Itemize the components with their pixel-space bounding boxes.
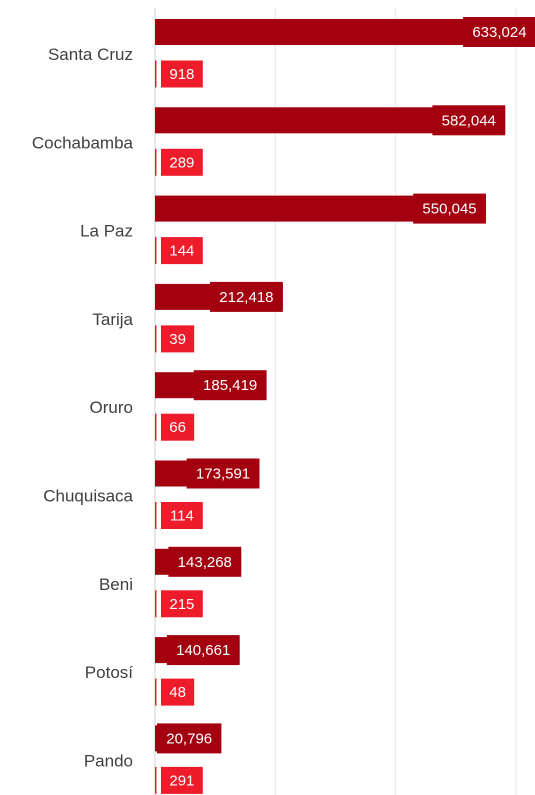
category-label-6: Beni — [99, 575, 133, 594]
value-label-secondary-7: 48 — [169, 684, 186, 701]
value-label-primary-0: 633,024 — [472, 24, 526, 41]
category-label-3: Tarija — [92, 310, 133, 329]
label-box-secondary-7 — [161, 678, 195, 706]
label-box-primary-8 — [157, 723, 222, 754]
bar-secondary-4 — [155, 413, 157, 441]
value-label-secondary-4: 66 — [169, 419, 186, 436]
bar-secondary-7 — [155, 678, 157, 706]
bar-secondary-0 — [155, 60, 157, 88]
category-label-5: Chuquisaca — [43, 487, 133, 506]
label-box-primary-6 — [168, 546, 242, 577]
label-box-secondary-1 — [161, 148, 203, 176]
category-label-2: La Paz — [80, 222, 133, 241]
label-box-secondary-4 — [161, 413, 195, 441]
value-label-primary-8: 20,796 — [166, 730, 212, 747]
label-box-primary-5 — [186, 458, 260, 489]
label-box-secondary-5 — [161, 502, 203, 529]
label-box-primary-3 — [210, 281, 283, 312]
value-label-secondary-1: 289 — [169, 154, 194, 171]
value-label-primary-1: 582,044 — [442, 112, 496, 129]
label-box-primary-0 — [463, 17, 535, 47]
bar-secondary-5 — [155, 502, 157, 529]
bars — [155, 17, 535, 794]
label-box-primary-1 — [432, 105, 506, 136]
label-box-primary-4 — [193, 370, 267, 401]
bar-secondary-3 — [155, 325, 157, 353]
label-box-primary-7 — [166, 635, 240, 666]
label-box-secondary-2 — [161, 237, 203, 265]
category-label-4: Oruro — [90, 398, 133, 417]
label-box-secondary-0 — [161, 60, 203, 88]
gridlines — [154, 8, 517, 795]
bar-secondary-8 — [155, 766, 157, 794]
value-label-primary-3: 212,418 — [219, 289, 273, 306]
category-label-7: Potosí — [85, 663, 133, 682]
category-label-0: Santa Cruz — [48, 45, 133, 64]
value-label-primary-7: 140,661 — [176, 642, 230, 659]
value-label-secondary-2: 144 — [169, 243, 194, 260]
bar-secondary-6 — [155, 590, 157, 618]
bar-secondary-1 — [155, 148, 157, 176]
value-label-primary-5: 173,591 — [196, 466, 250, 483]
value-label-primary-6: 143,268 — [178, 554, 232, 571]
value-label-primary-4: 185,419 — [203, 377, 257, 394]
value-label-secondary-6: 215 — [169, 596, 194, 613]
category-label-8: Pando — [84, 751, 133, 770]
value-label-secondary-8: 291 — [169, 772, 194, 789]
label-box-secondary-8 — [161, 766, 203, 794]
category-label-1: Cochabamba — [32, 133, 134, 152]
labels: 633,024 918 Santa Cruz 582,044 289 Cochabamba… — [32, 24, 527, 789]
label-box-secondary-6 — [161, 590, 203, 618]
label-box-secondary-3 — [161, 325, 195, 353]
label-box-primary-2 — [413, 193, 486, 224]
value-label-secondary-3: 39 — [169, 331, 186, 348]
value-label-secondary-0: 918 — [169, 66, 194, 83]
value-label-secondary-5: 114 — [170, 508, 194, 525]
bar-secondary-2 — [155, 237, 157, 265]
value-label-primary-2: 550,045 — [422, 201, 476, 218]
